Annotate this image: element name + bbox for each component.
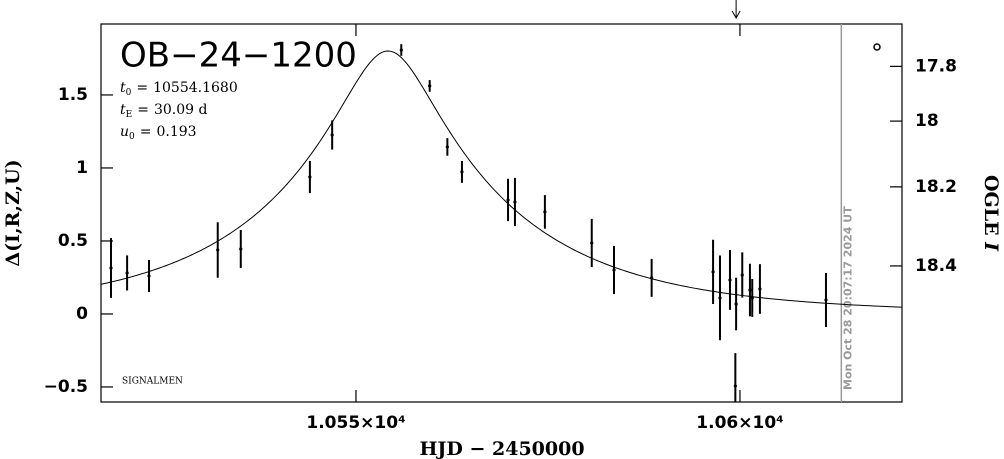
arrow	[731, 0, 741, 20]
data-point	[445, 145, 449, 149]
param-subscript: 0	[129, 132, 135, 142]
data-point	[460, 170, 464, 174]
chart-title: OB−24−1200	[120, 36, 357, 76]
y2-tick-label: 18.2	[915, 177, 957, 197]
data-point	[650, 276, 654, 280]
data-point	[750, 296, 754, 300]
y-tick-label: −0.5	[44, 377, 88, 397]
data-point	[428, 84, 432, 88]
data-point	[543, 210, 547, 214]
param-symbol: t	[120, 80, 126, 96]
data-point	[824, 298, 828, 302]
data-point	[216, 248, 220, 252]
y2-tick-label: 17.8	[915, 56, 957, 76]
data-point	[740, 273, 744, 277]
data-point	[506, 198, 510, 202]
data-point	[590, 241, 594, 245]
data-point	[711, 270, 715, 274]
data-point	[399, 48, 403, 52]
y-tick-label: 1.5	[58, 85, 88, 105]
data-point	[109, 266, 113, 270]
param-relation: =	[137, 102, 149, 118]
y2-label-italic: I	[980, 241, 1002, 252]
data-point	[734, 302, 738, 306]
symbol	[873, 43, 881, 51]
data-point	[308, 175, 312, 179]
data-point	[748, 288, 752, 292]
x-axis-label: HJD − 2450000	[419, 438, 584, 459]
y2-axis-label: OGLE I	[980, 175, 1002, 252]
model-curve	[100, 50, 903, 308]
y-tick-label: 1	[76, 158, 88, 178]
data-point	[147, 274, 151, 278]
data-point	[513, 200, 517, 204]
parameter: u0 = 0.193	[120, 124, 197, 142]
x-tick-label: 1.06×10⁴	[696, 413, 783, 433]
param-relation: =	[140, 124, 152, 140]
y-tick-label: 0.5	[58, 231, 88, 251]
y2-label-text: OGLE	[980, 175, 1002, 242]
data-point	[125, 271, 129, 275]
param-value: 30.09 d	[154, 102, 208, 118]
y-axis-label: Δ(I,R,Z,U)	[2, 159, 24, 266]
now-label: Mon Oct 28 20:07:17 2024 UT	[841, 206, 854, 390]
x-tick-label: 1.055×10⁴	[306, 413, 405, 433]
y2-tick-label: 18.4	[915, 256, 957, 276]
data-point	[330, 133, 334, 137]
data-point	[728, 278, 732, 282]
param-subscript: E	[126, 110, 133, 120]
note: SIGNALMEN	[122, 377, 183, 387]
data-point	[239, 247, 243, 251]
parameter: t0 = 10554.1680	[120, 80, 238, 98]
plot-frame	[100, 23, 903, 403]
param-value: 10554.1680	[153, 80, 238, 96]
param-symbol: u	[120, 124, 129, 140]
y-tick-label: 0	[76, 304, 88, 324]
param-value: 0.193	[157, 124, 197, 140]
param-relation: =	[136, 80, 148, 96]
parameter: tE = 30.09 d	[120, 102, 207, 120]
data-point	[733, 384, 737, 388]
data-point	[612, 268, 616, 272]
param-subscript: 0	[126, 88, 132, 98]
param-symbol: t	[120, 102, 126, 118]
y2-tick-label: 18	[915, 111, 939, 131]
data-point	[758, 287, 762, 291]
data-point	[718, 296, 722, 300]
